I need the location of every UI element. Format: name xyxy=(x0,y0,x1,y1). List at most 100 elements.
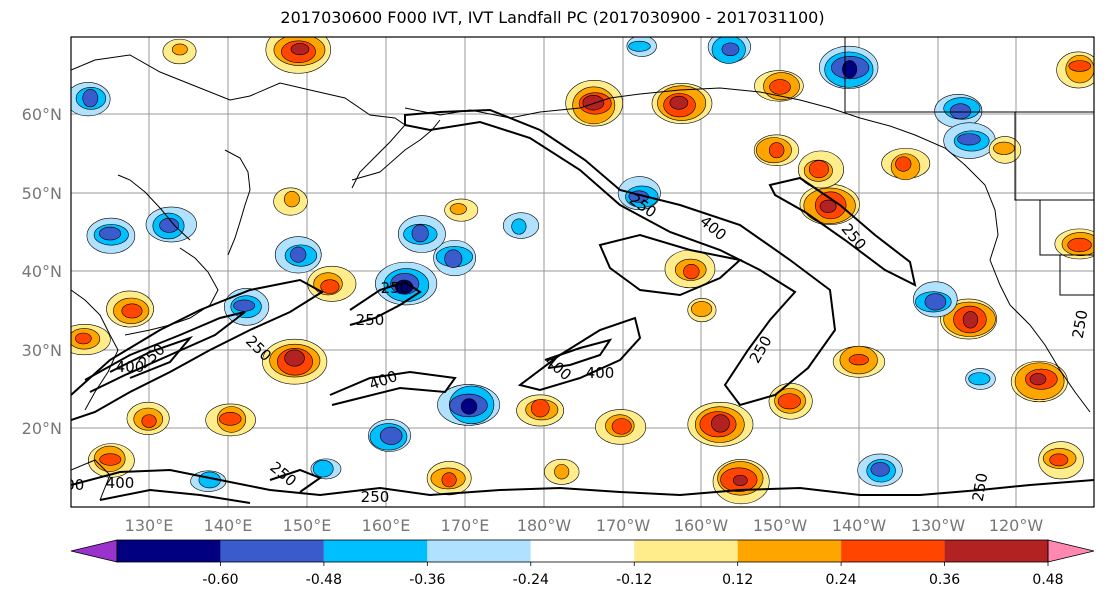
contour-label: 400 xyxy=(586,364,615,382)
anomaly-blob xyxy=(121,303,143,319)
anomaly-blob xyxy=(99,226,122,241)
anomaly-blob xyxy=(449,203,467,215)
anomaly-blob xyxy=(968,372,991,386)
lat-label: 60°N xyxy=(22,105,62,124)
anomaly-blob xyxy=(819,199,837,213)
lon-label: 130°W xyxy=(911,516,966,535)
colorbar-tick-label: -0.48 xyxy=(306,572,342,588)
anomaly-blob xyxy=(962,311,979,329)
anomaly-blob xyxy=(284,349,305,367)
anomaly-blob xyxy=(219,412,242,426)
colorbar-segment xyxy=(634,540,738,562)
colorbar-segment xyxy=(944,540,1048,562)
anomaly-blob xyxy=(1029,373,1047,386)
anomaly-blob xyxy=(769,79,791,95)
anomaly-blob xyxy=(159,217,180,233)
anomaly-blob xyxy=(530,399,550,418)
colorbar-segment xyxy=(841,540,945,562)
anomaly-blob xyxy=(1049,453,1069,467)
contour-label: 250 xyxy=(969,471,992,502)
contour-label: 400 xyxy=(56,476,85,494)
colorbar-tick-label: -0.36 xyxy=(409,572,445,588)
contour-label: 250 xyxy=(356,311,385,329)
lon-label: 170°W xyxy=(596,516,651,535)
lon-label: 160°E xyxy=(362,516,411,535)
colorbar-tick-label: 0.24 xyxy=(826,572,857,588)
anomaly-blob xyxy=(924,293,947,311)
contour-label: 250 xyxy=(381,279,410,297)
anomaly-blob xyxy=(808,160,829,179)
anomaly-blob xyxy=(290,246,307,263)
anomaly-blob xyxy=(99,453,122,466)
anomaly-blob xyxy=(411,224,429,243)
anomaly-blob xyxy=(233,299,256,312)
colorbar-tick-label: -0.60 xyxy=(202,572,238,588)
anomaly-blob xyxy=(669,95,689,110)
lat-label: 20°N xyxy=(22,419,62,438)
anomaly-blob xyxy=(949,103,972,120)
colorbar-segment xyxy=(117,540,221,562)
lat-label: 30°N xyxy=(22,341,62,360)
anomaly-blob xyxy=(320,279,340,294)
anomaly-blob xyxy=(379,426,403,445)
colorbar-segment xyxy=(737,540,842,562)
anomaly-blob xyxy=(895,156,912,172)
lon-label: 150°W xyxy=(753,516,808,535)
lat-label: 40°N xyxy=(22,262,62,281)
contour-label: 400 xyxy=(116,358,145,376)
lon-label: 140°W xyxy=(832,516,887,535)
anomaly-blob xyxy=(611,418,632,435)
anomaly-blob xyxy=(870,462,890,477)
anomaly-blob xyxy=(82,89,99,108)
colorbar-extension-low xyxy=(70,539,118,563)
map-title: 2017030600 F000 IVT, IVT Landfall PC (20… xyxy=(280,8,825,27)
anomaly-blob xyxy=(768,142,785,159)
anomaly-blob xyxy=(141,414,157,428)
lon-label: 180°W xyxy=(517,516,572,535)
anomaly-blob xyxy=(441,472,457,488)
anomaly-blob xyxy=(777,393,801,410)
colorbar-tick-label: -0.24 xyxy=(513,572,549,588)
lon-label: 140°E xyxy=(204,516,253,535)
colorbar-tick-label: 0.12 xyxy=(722,572,753,588)
colorbar-extension-high xyxy=(1047,539,1095,563)
ivt-anomaly-shading xyxy=(71,37,1094,505)
lon-label: 150°E xyxy=(283,516,332,535)
anomaly-blob xyxy=(691,301,713,317)
anomaly-blob xyxy=(732,474,748,487)
anomaly-blob xyxy=(75,332,92,345)
lon-label: 120°W xyxy=(989,516,1044,535)
anomaly-blob xyxy=(554,464,570,480)
anomaly-blob xyxy=(683,263,700,280)
lon-label: 160°W xyxy=(674,516,729,535)
anomaly-blob xyxy=(993,141,1015,155)
colorbar-segment xyxy=(427,540,531,562)
lon-label: 170°E xyxy=(441,516,490,535)
anomaly-blob xyxy=(460,398,478,415)
contour-label: 250 xyxy=(1069,308,1092,339)
anomaly-blob xyxy=(444,249,463,268)
anomaly-blob xyxy=(711,414,730,433)
ivt-contours xyxy=(71,108,1094,504)
latitude-labels: 60°N 50°N 40°N 30°N 20°N xyxy=(22,105,62,438)
colorbar-segment xyxy=(530,540,635,562)
anomaly-blob xyxy=(628,40,651,52)
longitude-labels: 130°E 140°E 150°E 160°E 170°E 180°W 170°W 160°W… xyxy=(125,516,1044,535)
anomaly-blob xyxy=(1067,237,1092,253)
coastlines xyxy=(71,37,1094,501)
anomaly-blob xyxy=(290,43,310,56)
contour-label: 250 xyxy=(361,488,390,506)
colorbar: -0.60 -0.48 -0.36 -0.24 -0.12 0.12 0.24 0.36 0.4… xyxy=(70,539,1095,588)
colorbar-frame xyxy=(116,539,1049,563)
lat-label: 50°N xyxy=(22,184,62,203)
colorbar-segment xyxy=(323,540,428,562)
anomaly-blob xyxy=(171,43,188,56)
colorbar-segment xyxy=(220,540,324,562)
colorbar-tick-label: -0.12 xyxy=(616,572,652,588)
colorbar-tick-label: 0.36 xyxy=(929,572,960,588)
anomaly-blob xyxy=(511,218,527,235)
contour-label: 400 xyxy=(106,474,135,492)
anomaly-blob xyxy=(582,94,605,111)
